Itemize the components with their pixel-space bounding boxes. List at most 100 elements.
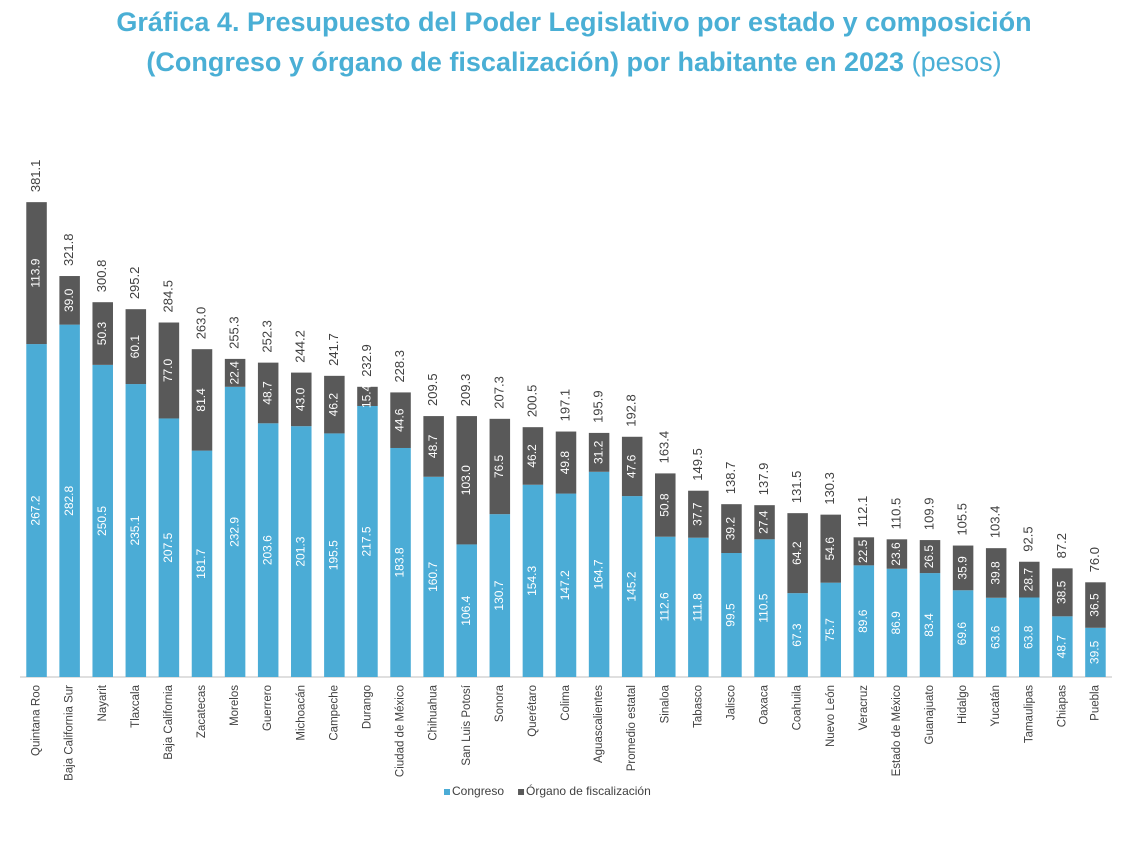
value-label: 147.2 — [558, 570, 572, 600]
bar-segment — [92, 364, 113, 677]
x-tick-label: Tamaulipas — [1023, 685, 1035, 743]
bar-segment — [754, 539, 775, 677]
value-label: 86.9 — [889, 611, 903, 635]
value-label: 39.5 — [1088, 640, 1102, 664]
bar-segment — [952, 545, 974, 591]
total-label: 209.3 — [458, 374, 473, 407]
x-tick-label: San Luis Potosí — [461, 684, 473, 765]
value-label: 46.2 — [525, 444, 539, 468]
total-label: 241.7 — [326, 333, 341, 366]
x-tick-label: Chihuahua — [428, 684, 440, 740]
x-tick-label: Coahuila — [792, 684, 804, 730]
value-label: 77.0 — [161, 358, 175, 382]
value-label: 267.2 — [29, 495, 43, 525]
bar-segment — [59, 276, 80, 325]
bar-segment — [522, 427, 544, 485]
bar-segment — [26, 344, 47, 677]
value-label: 160.7 — [426, 562, 440, 592]
total-label: 284.5 — [160, 280, 175, 313]
bar-segment — [423, 476, 444, 677]
value-label: 48.7 — [426, 434, 440, 458]
x-tick-label: Baja California Sur — [64, 685, 76, 781]
x-tick-label: Campeche — [328, 685, 340, 741]
chart-title-line: (Congreso y órgano de fiscalización) por… — [146, 47, 904, 77]
bar-segment — [655, 536, 676, 677]
x-tick-label: Jalisco — [725, 685, 737, 720]
value-label: 113.9 — [29, 258, 43, 287]
total-label: 252.3 — [260, 320, 275, 353]
value-label: 69.6 — [955, 622, 969, 646]
total-label: 109.9 — [921, 498, 936, 531]
value-label: 43.0 — [293, 387, 307, 411]
value-label: 63.8 — [1021, 625, 1035, 649]
bar-segment — [257, 362, 279, 424]
bar-segment — [390, 392, 411, 448]
value-label: 282.8 — [62, 485, 76, 515]
total-label: 244.2 — [293, 330, 308, 363]
total-label: 110.5 — [888, 498, 903, 530]
total-label: 295.2 — [127, 267, 142, 300]
value-label: 99.5 — [724, 603, 738, 627]
chart-title: Gráfica 4. Presupuesto del Poder Legisla… — [116, 7, 1031, 37]
x-tick-label: Baja California — [163, 684, 175, 759]
x-tick-label: Promedio estatal — [626, 685, 638, 771]
bar-segment — [489, 418, 511, 515]
value-label: 50.3 — [95, 322, 109, 346]
value-label: 81.4 — [194, 388, 208, 412]
value-label: 15.4 — [360, 384, 374, 408]
value-label: 106.4 — [459, 595, 473, 625]
total-label: 103.4 — [988, 506, 1003, 539]
value-label: 26.5 — [922, 545, 936, 569]
bar-segment — [787, 593, 808, 677]
x-tick-label: Morelos — [229, 685, 241, 726]
value-label: 44.6 — [393, 408, 407, 432]
total-label: 163.4 — [657, 431, 672, 464]
bar-segment — [357, 386, 378, 406]
value-label: 75.7 — [823, 618, 837, 642]
bar-segment — [125, 384, 147, 677]
bar-segment — [291, 372, 312, 427]
value-label: 164.7 — [591, 559, 605, 589]
value-label: 27.4 — [757, 510, 771, 534]
value-label: 207.5 — [161, 532, 175, 562]
total-label: 321.8 — [61, 233, 76, 266]
bar-segment — [357, 405, 378, 677]
total-label: 112.1 — [855, 496, 870, 528]
bar-segment — [588, 432, 610, 472]
value-label: 46.2 — [327, 393, 341, 417]
value-label: 38.5 — [1055, 580, 1069, 604]
total-label: 255.3 — [227, 316, 242, 349]
x-tick-label: Yucatán — [990, 685, 1002, 727]
x-tick-label: Quintana Roo — [31, 685, 43, 756]
value-label: 28.7 — [1021, 568, 1035, 592]
value-label: 217.5 — [360, 526, 374, 556]
x-tick-label: Zacatecas — [196, 685, 208, 738]
bar-segment — [324, 375, 345, 434]
value-label: 60.1 — [128, 335, 142, 359]
total-label: 192.8 — [624, 394, 639, 427]
value-label: 54.6 — [823, 537, 837, 561]
legend-swatch — [444, 789, 450, 795]
bar-segment — [191, 450, 213, 677]
total-label: 131.5 — [789, 471, 804, 504]
total-label: 130.3 — [822, 472, 837, 505]
bar-segment — [886, 568, 908, 677]
bar-segment — [1052, 616, 1073, 677]
bar-segment — [721, 504, 742, 554]
x-tick-label: Guanajuato — [924, 685, 936, 744]
total-label: 197.1 — [557, 389, 572, 422]
x-tick-label: Tabasco — [692, 685, 704, 728]
value-label: 63.6 — [988, 625, 1002, 649]
bar-segment — [985, 548, 1007, 598]
bar-segment — [1019, 561, 1040, 598]
value-label: 39.0 — [62, 288, 76, 312]
value-label: 37.7 — [691, 502, 705, 526]
bar-segment — [1085, 582, 1106, 628]
bar-segment — [489, 514, 511, 677]
value-label: 181.7 — [194, 548, 208, 578]
bar-segment — [390, 447, 411, 677]
x-tick-label: Puebla — [1089, 684, 1101, 720]
value-label: 48.7 — [1055, 635, 1069, 659]
total-label: 263.0 — [193, 307, 208, 340]
bar-segment — [820, 582, 841, 677]
